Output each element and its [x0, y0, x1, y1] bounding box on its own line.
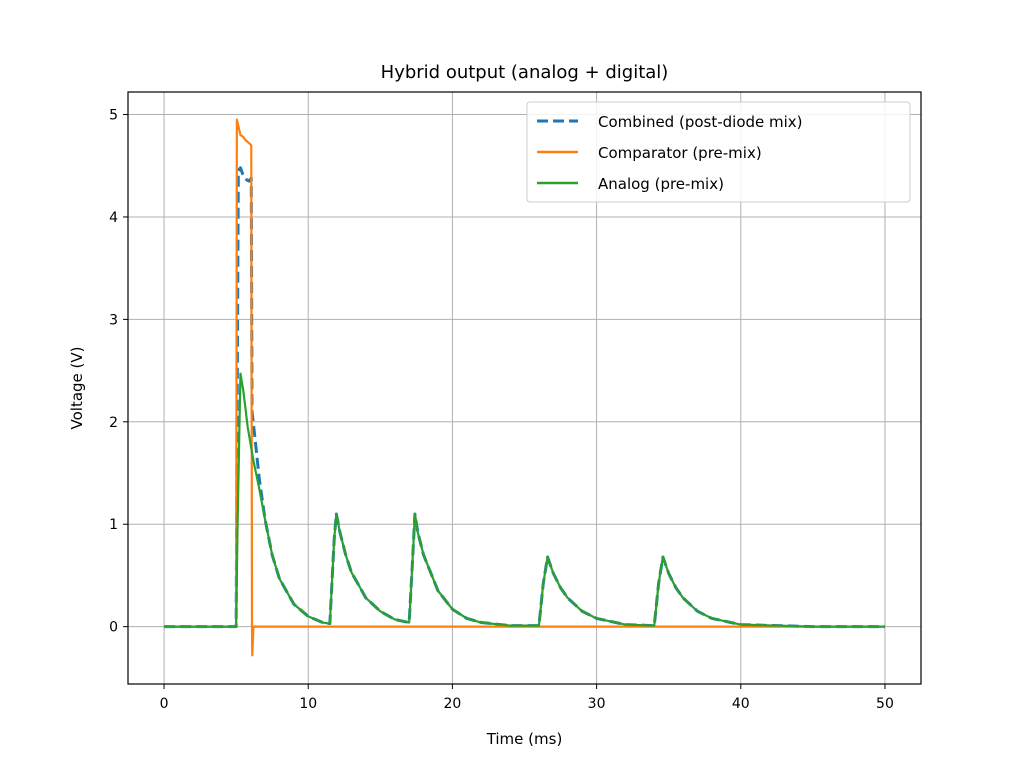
y-tick-label: 3	[109, 312, 118, 328]
series-layer	[164, 118, 885, 657]
x-tick-label: 20	[443, 696, 461, 712]
y-axis-label: Voltage (V)	[68, 347, 86, 430]
legend: Combined (post-diode mix) Comparator (pr…	[526, 101, 911, 203]
plot-frame	[127, 91, 922, 685]
grid	[128, 92, 921, 684]
y-tick-label: 2	[109, 415, 118, 431]
x-tick-label: 40	[732, 696, 750, 712]
legend-label-analog: Analog (pre-mix)	[598, 175, 724, 193]
x-tick-label: 10	[299, 696, 317, 712]
x-tick-label: 30	[588, 696, 606, 712]
y-tick-label: 4	[109, 210, 118, 226]
x-axis-label: Time (ms)	[486, 730, 563, 748]
chart-title: Hybrid output (analog + digital)	[381, 62, 669, 83]
y-tick-label: 0	[109, 620, 118, 636]
axis-ticks: 0 10 20 30 40 50 0 1 2 3 4 5	[109, 108, 894, 712]
comparator-series-line	[164, 118, 885, 657]
legend-label-comparator: Comparator (pre-mix)	[598, 144, 762, 162]
legend-label-combined: Combined (post-diode mix)	[598, 113, 803, 131]
y-tick-label: 5	[109, 108, 118, 124]
x-tick-label: 0	[160, 696, 169, 712]
y-tick-label: 1	[109, 517, 118, 533]
x-tick-label: 50	[876, 696, 894, 712]
legend-box	[526, 101, 911, 203]
analog-series-line	[164, 372, 885, 628]
